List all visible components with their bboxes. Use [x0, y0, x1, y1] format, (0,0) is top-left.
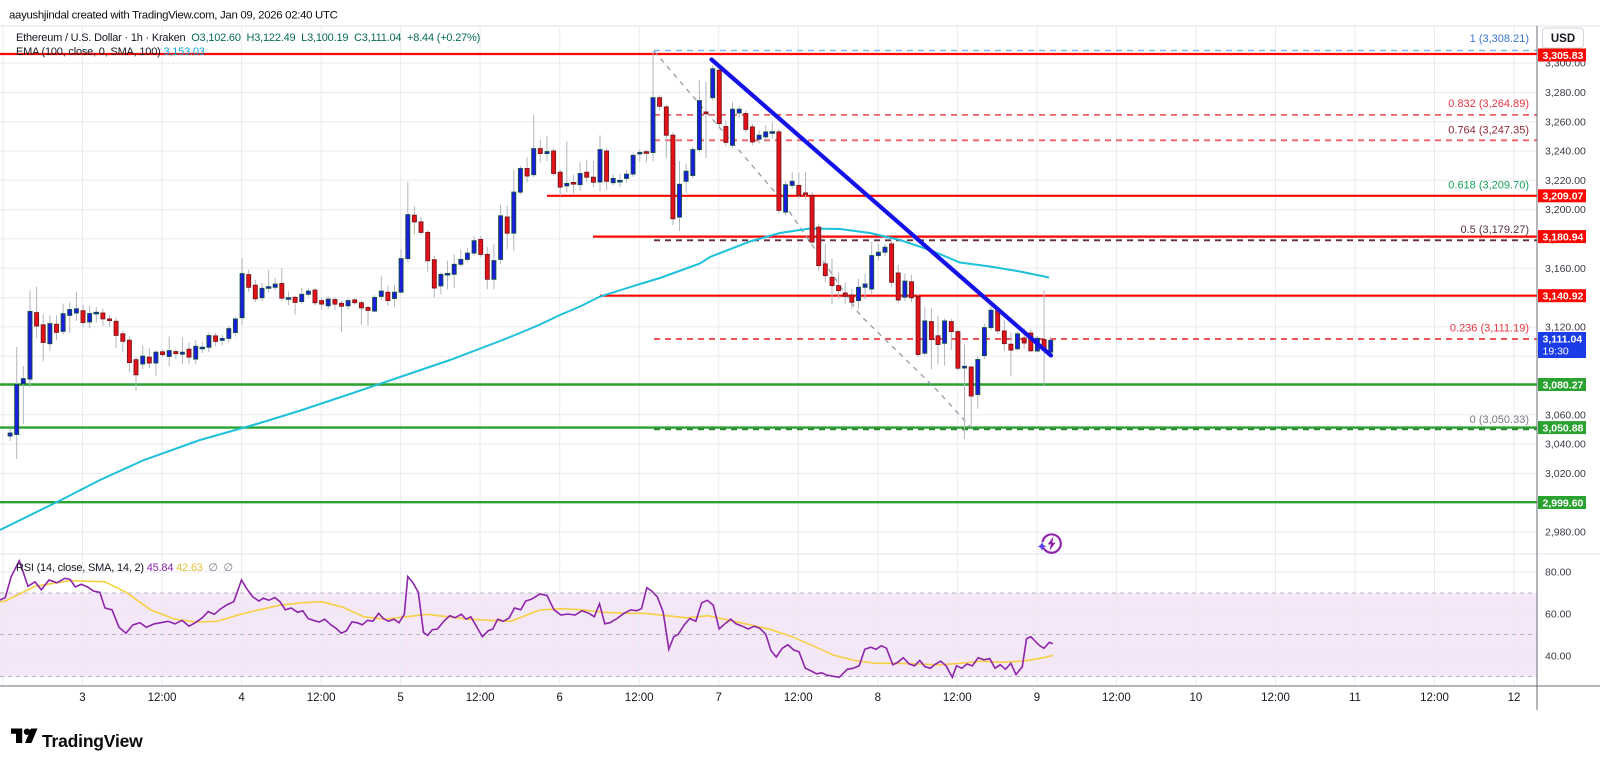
svg-text:3,209.07: 3,209.07 [1543, 191, 1584, 203]
svg-text:0.764 (3,247.35): 0.764 (3,247.35) [1448, 125, 1529, 137]
svg-text:0 (3,050.33): 0 (3,050.33) [1470, 414, 1529, 426]
svg-text:TradingView: TradingView [42, 731, 143, 751]
svg-text:3,140.92: 3,140.92 [1543, 291, 1584, 303]
svg-text:40.00: 40.00 [1545, 651, 1571, 663]
svg-text:12:00: 12:00 [784, 692, 813, 704]
svg-text:3,240.00: 3,240.00 [1545, 146, 1586, 158]
svg-text:19:30: 19:30 [1543, 346, 1569, 358]
svg-text:12:00: 12:00 [1102, 692, 1131, 704]
svg-text:9: 9 [1034, 692, 1040, 704]
svg-text:RSI (14, close, SMA, 14, 2) 45: RSI (14, close, SMA, 14, 2) 45.84 42.63 … [16, 562, 233, 574]
svg-text:12:00: 12:00 [1420, 692, 1449, 704]
svg-text:3,040.00: 3,040.00 [1545, 439, 1586, 451]
svg-text:3,111.04: 3,111.04 [1543, 334, 1583, 346]
svg-text:8: 8 [875, 692, 881, 704]
svg-text:2,999.60: 2,999.60 [1543, 497, 1584, 509]
svg-text:0.5 (3,179.27): 0.5 (3,179.27) [1461, 224, 1530, 236]
svg-text:3,020.00: 3,020.00 [1545, 468, 1586, 480]
svg-text:12:00: 12:00 [148, 692, 177, 704]
svg-text:12:00: 12:00 [466, 692, 495, 704]
svg-text:3,200.00: 3,200.00 [1545, 204, 1586, 216]
svg-text:3,080.27: 3,080.27 [1543, 379, 1584, 391]
svg-text:2,980.00: 2,980.00 [1545, 527, 1586, 539]
svg-text:3,180.94: 3,180.94 [1543, 231, 1584, 243]
svg-text:EMA (100, close, 0, SMA, 100): EMA (100, close, 0, SMA, 100) 3,153.03 [16, 46, 205, 58]
svg-text:3,060.00: 3,060.00 [1545, 409, 1586, 421]
svg-text:aayushjindal created with Trad: aayushjindal created with TradingView.co… [9, 10, 338, 22]
svg-text:3: 3 [79, 692, 85, 704]
svg-text:0.618 (3,209.70): 0.618 (3,209.70) [1448, 180, 1529, 192]
svg-text:3,220.00: 3,220.00 [1545, 175, 1586, 187]
svg-text:10: 10 [1190, 692, 1203, 704]
svg-text:0.832 (3,264.89): 0.832 (3,264.89) [1448, 98, 1529, 110]
svg-text:3,120.00: 3,120.00 [1545, 322, 1586, 334]
svg-text:3,280.00: 3,280.00 [1545, 87, 1586, 99]
svg-text:5: 5 [397, 692, 403, 704]
svg-text:Ethereum / U.S. Dollar · 1h ·: Ethereum / U.S. Dollar · 1h · Kraken O3,… [16, 32, 480, 44]
svg-text:3,050.88: 3,050.88 [1543, 422, 1584, 434]
svg-text:7: 7 [715, 692, 721, 704]
svg-text:0.236 (3,111.19): 0.236 (3,111.19) [1450, 323, 1529, 335]
svg-text:1 (3,308.21): 1 (3,308.21) [1470, 33, 1529, 45]
svg-text:12:00: 12:00 [307, 692, 336, 704]
svg-text:USD: USD [1551, 33, 1575, 45]
svg-text:4: 4 [238, 692, 245, 704]
svg-text:12:00: 12:00 [625, 692, 654, 704]
svg-text:60.00: 60.00 [1545, 609, 1571, 621]
svg-text:11: 11 [1349, 692, 1361, 704]
svg-text:12: 12 [1508, 692, 1521, 704]
svg-text:3,160.00: 3,160.00 [1545, 263, 1586, 275]
svg-text:3,260.00: 3,260.00 [1545, 116, 1586, 128]
svg-text:12:00: 12:00 [1261, 692, 1290, 704]
svg-text:3,305.83: 3,305.83 [1543, 50, 1584, 62]
svg-text:6: 6 [556, 692, 562, 704]
svg-text:80.00: 80.00 [1545, 567, 1571, 579]
svg-text:12:00: 12:00 [943, 692, 972, 704]
